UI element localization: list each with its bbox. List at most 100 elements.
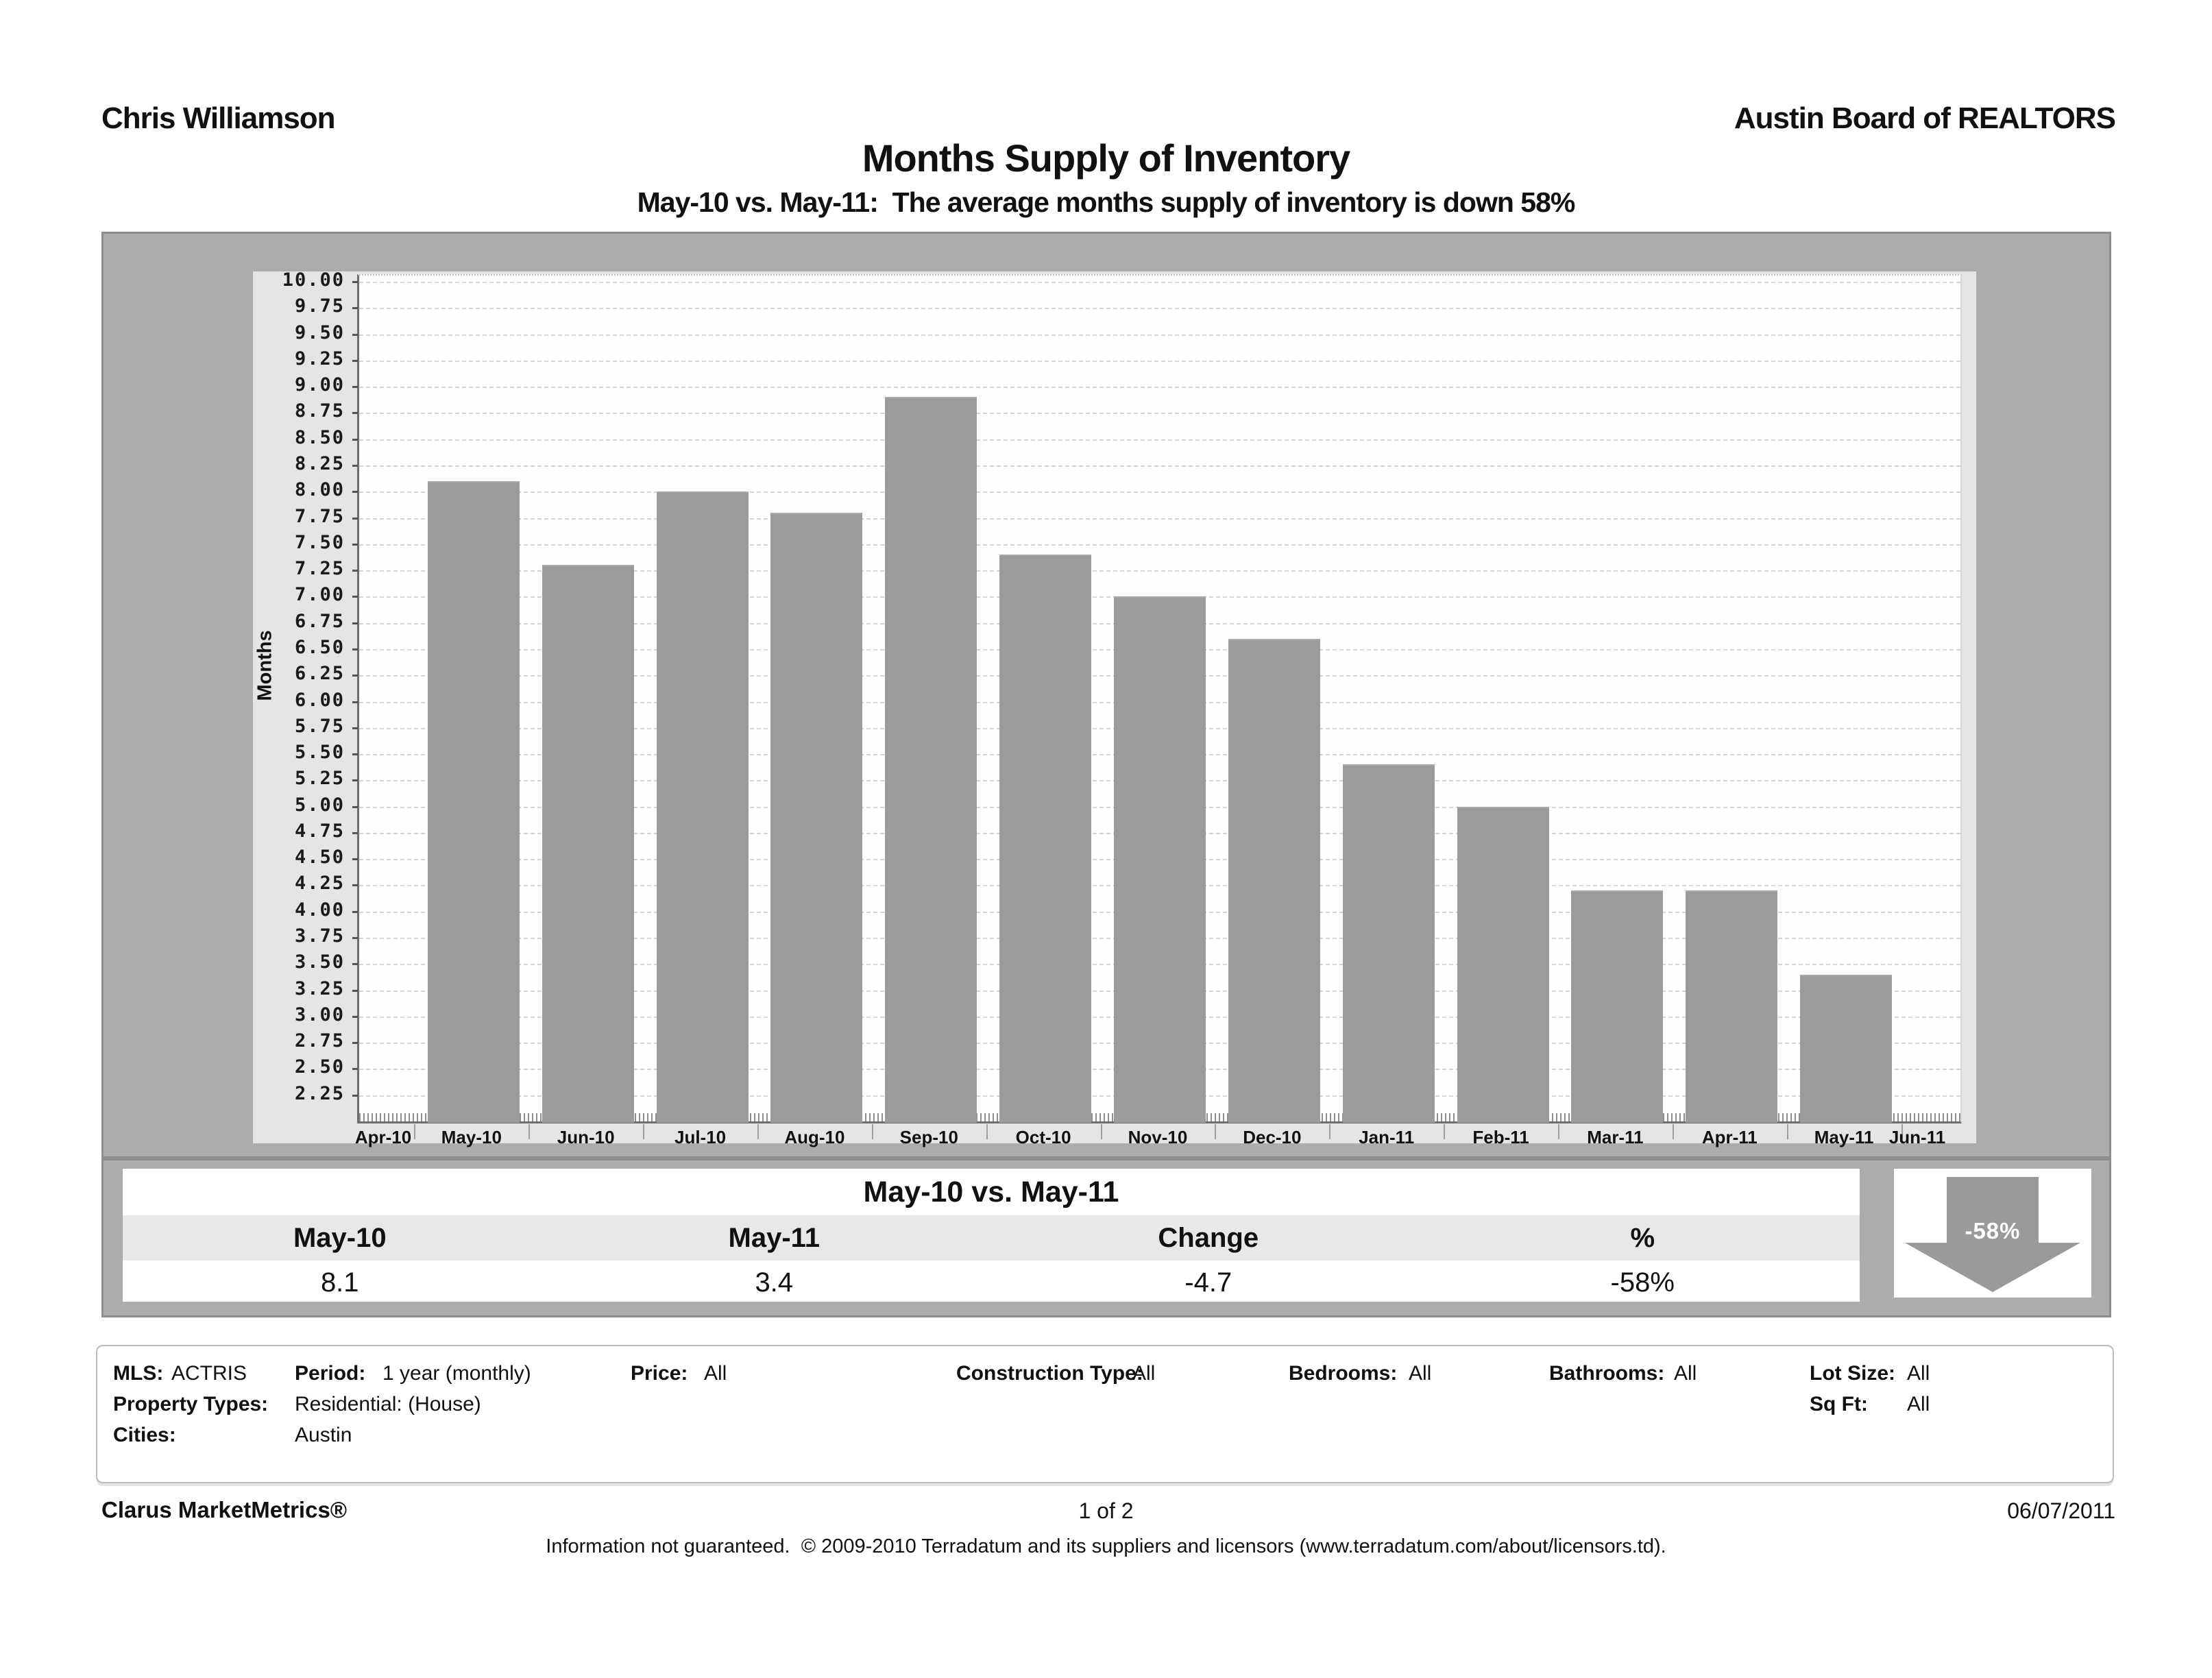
footer-page-number: 1 of 2 bbox=[1078, 1498, 1134, 1523]
lot-size-value: All bbox=[1907, 1362, 1930, 1385]
y-tick-mark bbox=[352, 412, 358, 415]
y-tick-label: 6.75 bbox=[294, 610, 345, 632]
y-tick-label: 3.25 bbox=[294, 977, 345, 999]
y-tick-label: 5.00 bbox=[294, 794, 345, 816]
y-tick-label: 3.00 bbox=[294, 1004, 345, 1025]
y-tick-label: 7.00 bbox=[294, 584, 345, 606]
agent-name: Chris Williamson bbox=[101, 101, 336, 135]
gridline bbox=[359, 308, 1960, 310]
y-tick-label: 8.75 bbox=[294, 400, 345, 422]
y-tick-mark bbox=[352, 491, 358, 494]
trend-arrow-label: -58% bbox=[1965, 1218, 2021, 1243]
x-tick-label: Apr-10 bbox=[354, 1127, 412, 1147]
y-tick-mark bbox=[352, 989, 358, 992]
y-tick-label: 3.75 bbox=[294, 925, 345, 947]
y-tick-label: 6.50 bbox=[294, 636, 345, 658]
bedrooms-value: All bbox=[1409, 1362, 1432, 1385]
gridline bbox=[359, 413, 1960, 415]
x-boundary-tick bbox=[1444, 1124, 1446, 1139]
y-tick-mark bbox=[352, 937, 358, 940]
x-axis-tick-labels: Apr-10 May-10 Jun-10 Jul-10 Aug-10 Sep-10 Oct-… bbox=[354, 1124, 1958, 1147]
y-tick-label: 6.25 bbox=[294, 663, 345, 685]
y-tick-label: 5.25 bbox=[294, 768, 345, 790]
bar-Nov-10 bbox=[1114, 596, 1206, 1123]
x-boundary-tick bbox=[986, 1124, 988, 1139]
x-boundary-tick bbox=[1558, 1124, 1559, 1139]
cities-value: Austin bbox=[295, 1424, 352, 1446]
y-tick-mark bbox=[352, 674, 358, 677]
footer-date: 06/07/2011 bbox=[2007, 1498, 2115, 1523]
y-tick-label: 9.25 bbox=[294, 348, 345, 369]
summary-header-row: May-10 May-11 Change % bbox=[123, 1215, 1860, 1261]
lot-size-label: Lot Size: bbox=[1810, 1362, 1895, 1385]
x-boundary-tick bbox=[1100, 1124, 1102, 1139]
y-tick-mark bbox=[352, 648, 358, 650]
y-tick-mark bbox=[352, 464, 358, 467]
bar-May-11 bbox=[1800, 974, 1893, 1123]
y-tick-label: 9.50 bbox=[294, 321, 345, 343]
page-subtitle: May-10 vs. May-11: The average months su… bbox=[637, 186, 1576, 218]
bedrooms-label: Bedrooms: bbox=[1289, 1362, 1398, 1385]
plot-area bbox=[352, 274, 1962, 1123]
x-boundary-tick bbox=[1672, 1124, 1674, 1139]
property-types-label: Property Types: bbox=[113, 1393, 269, 1415]
bar-Mar-11 bbox=[1571, 890, 1664, 1123]
x-boundary-tick bbox=[757, 1124, 759, 1139]
construction-type-label: Construction Type: bbox=[956, 1362, 1143, 1385]
x-tick-label: Sep-10 bbox=[899, 1127, 958, 1147]
bar-Oct-10 bbox=[999, 555, 1092, 1123]
y-tick-mark bbox=[352, 438, 358, 441]
summary-panel: May-10 vs. May-11 May-10 May-11 Change %… bbox=[101, 1158, 2111, 1317]
y-tick-mark bbox=[352, 543, 358, 546]
bathrooms-label: Bathrooms: bbox=[1549, 1362, 1665, 1385]
summary-value-row: 8.1 3.4 -4.7 -58% bbox=[123, 1261, 1860, 1302]
gridline bbox=[359, 387, 1960, 389]
x-tick-label: Nov-10 bbox=[1128, 1127, 1188, 1147]
y-tick-label: 7.75 bbox=[294, 505, 345, 527]
summary-value: 3.4 bbox=[755, 1267, 794, 1298]
footer-brand: Clarus MarketMetrics® bbox=[101, 1497, 348, 1522]
x-tick-label: Jul-10 bbox=[674, 1127, 727, 1147]
y-tick-mark bbox=[352, 517, 358, 520]
y-tick-label: 2.25 bbox=[294, 1082, 345, 1104]
gridline bbox=[359, 465, 1960, 467]
construction-type-value: All bbox=[1132, 1362, 1156, 1385]
x-tick-label: Mar-11 bbox=[1587, 1127, 1644, 1147]
down-arrow-head-icon bbox=[1905, 1243, 2080, 1292]
x-boundary-tick bbox=[1786, 1124, 1788, 1139]
y-tick-label: 2.75 bbox=[294, 1030, 345, 1052]
y-tick-label: 4.50 bbox=[294, 847, 345, 868]
bar-Feb-11 bbox=[1457, 806, 1549, 1123]
y-tick-mark bbox=[352, 622, 358, 624]
y-tick-mark bbox=[352, 386, 358, 389]
bar-Jul-10 bbox=[656, 491, 749, 1123]
y-tick-mark bbox=[352, 858, 358, 861]
x-tick-label: Oct-10 bbox=[1015, 1127, 1071, 1147]
x-boundary-tick bbox=[1901, 1124, 1903, 1139]
bar-Aug-10 bbox=[770, 512, 863, 1123]
gridline bbox=[359, 570, 1960, 572]
y-tick-label: 10.00 bbox=[282, 269, 345, 291]
y-tick-mark bbox=[352, 753, 358, 756]
summary-table: May-10 vs. May-11 May-10 May-11 Change %… bbox=[123, 1169, 1860, 1302]
y-tick-label: 3.50 bbox=[294, 951, 345, 973]
y-tick-label: 8.00 bbox=[294, 479, 345, 501]
y-tick-label: 8.50 bbox=[294, 426, 345, 448]
price-value: All bbox=[704, 1362, 727, 1385]
gridline bbox=[359, 439, 1960, 441]
x-boundary-tick bbox=[871, 1124, 873, 1139]
summary-col-header: May-10 bbox=[293, 1223, 387, 1253]
filter-criteria-box: MLS: ACTRIS Period: 1 year (monthly) Pri… bbox=[96, 1345, 2114, 1483]
y-tick-label: 7.50 bbox=[294, 531, 345, 553]
price-label: Price: bbox=[631, 1362, 688, 1385]
y-tick-label: 4.75 bbox=[294, 820, 345, 842]
y-tick-mark bbox=[352, 281, 358, 283]
sqft-label: Sq Ft: bbox=[1810, 1393, 1868, 1415]
summary-col-header: Change bbox=[1158, 1223, 1259, 1253]
x-tick-label: Jan-11 bbox=[1359, 1127, 1415, 1147]
y-tick-label: 9.75 bbox=[294, 295, 345, 317]
footer-disclaimer: Information not guaranteed. © 2009-2010 … bbox=[546, 1535, 1666, 1557]
mls-label: MLS: bbox=[113, 1362, 164, 1385]
y-tick-label: 5.75 bbox=[294, 715, 345, 737]
